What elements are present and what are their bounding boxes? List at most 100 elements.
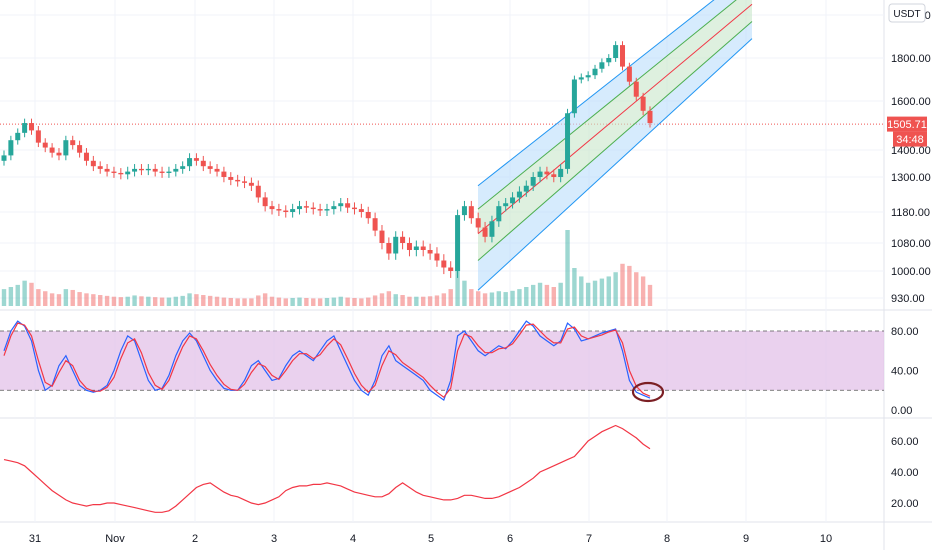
volume-bar — [201, 295, 206, 306]
price-axis[interactable]: 930.00 1000.00 1080.00 1180.00 1300.00 1400.0… — [891, 10, 931, 510]
volume-bar — [152, 297, 158, 306]
candle-body — [132, 168, 138, 172]
volume-bar — [290, 297, 295, 306]
candle-body — [489, 221, 495, 237]
time-tick-label: 3 — [271, 533, 277, 545]
time-axis[interactable]: 31 Nov 2 3 4 5 6 7 8 9 10 — [29, 533, 832, 545]
volume-bar — [104, 295, 110, 306]
volume-bar — [22, 280, 27, 306]
candle-body — [544, 171, 550, 175]
candle-body — [235, 179, 241, 182]
annotation-circle — [631, 381, 665, 403]
candle-body — [1, 155, 7, 161]
candle-body — [379, 230, 385, 243]
volume-bar — [558, 282, 563, 306]
time-tick-label: 9 — [743, 533, 749, 545]
candle-body — [22, 123, 28, 133]
volume-bar — [249, 298, 254, 306]
volume-bar — [214, 296, 220, 306]
volume-bar — [146, 296, 151, 306]
volume-bar — [194, 294, 199, 306]
unit-badge[interactable]: USDT — [888, 3, 926, 23]
candle-body — [180, 166, 186, 169]
candle-body — [386, 243, 392, 254]
candle-body — [138, 168, 144, 171]
candle-body — [255, 185, 261, 198]
candle-body — [118, 172, 124, 175]
candlestick-series — [1, 41, 653, 278]
volume-bar — [393, 294, 398, 306]
indicator-line — [3, 424, 651, 513]
candle-body — [420, 246, 426, 250]
candle-body — [104, 168, 110, 172]
volume-bar — [455, 255, 460, 306]
stochastic-panel — [0, 320, 884, 402]
candle-body — [324, 209, 330, 211]
volume-bar — [640, 276, 646, 306]
candle-body — [633, 81, 639, 97]
volume-bar — [613, 272, 618, 306]
candle-body — [578, 77, 584, 80]
volume-bar — [544, 284, 550, 306]
volume-bar — [565, 230, 570, 306]
stochastic-line — [3, 322, 651, 399]
candle-body — [393, 236, 399, 254]
last-price-label: 1505.71 — [887, 119, 927, 131]
volume-bar — [606, 276, 611, 306]
time-tick-label: 5 — [428, 533, 434, 545]
candle-body — [558, 168, 564, 177]
volume-bar — [551, 287, 556, 306]
volume-bar — [297, 297, 302, 306]
volume-bar — [427, 296, 433, 306]
volume-bar — [173, 296, 179, 306]
time-tick-label: 10 — [820, 533, 832, 545]
channel-band — [478, 21, 752, 291]
volume-bar — [530, 284, 536, 306]
price-tick-label: 1300.00 — [891, 172, 931, 184]
volume-bar — [634, 272, 639, 306]
last-price-badge: 1505.71 34:48 — [887, 116, 927, 147]
volume-bar — [29, 282, 34, 306]
candle-body — [276, 209, 282, 211]
time-tick-label: 2 — [192, 533, 198, 545]
candle-body — [406, 243, 412, 250]
candle-body — [358, 209, 364, 212]
candle-body — [35, 130, 41, 143]
candle-body — [434, 253, 440, 261]
volume-bar — [537, 282, 543, 306]
candle-body — [97, 166, 103, 169]
candle-body — [345, 203, 351, 208]
volume-bar — [345, 297, 350, 306]
candle-body — [187, 158, 193, 167]
volume-bar — [503, 292, 508, 306]
volume-bar — [1, 289, 7, 306]
volume-bar — [187, 293, 192, 306]
candle-body — [221, 171, 227, 177]
volume-bar — [125, 296, 130, 306]
candle-body — [400, 236, 406, 243]
volume-bar — [400, 295, 405, 306]
volume-bar — [91, 294, 96, 306]
volume-bar — [221, 297, 227, 306]
candle-body — [145, 168, 151, 171]
candle-body — [496, 206, 502, 222]
candle-body — [77, 145, 83, 153]
volume-bars — [1, 230, 653, 306]
volume-bar — [414, 296, 419, 306]
indicator-panel — [3, 424, 651, 513]
candle-body — [482, 227, 488, 237]
volume-bar — [489, 292, 495, 306]
candle-body — [15, 132, 21, 141]
candle-body — [111, 171, 117, 173]
stochastic-tick-label: 0.00 — [891, 405, 912, 417]
volume-bar — [56, 294, 62, 306]
volume-bar — [311, 298, 316, 306]
candle-body — [571, 79, 577, 114]
volume-bar — [70, 289, 75, 306]
candle-body — [248, 182, 254, 186]
candle-body — [152, 168, 158, 172]
candle-body — [468, 206, 474, 219]
unit-label: USDT — [893, 9, 920, 20]
time-tick-label: 7 — [586, 533, 592, 545]
